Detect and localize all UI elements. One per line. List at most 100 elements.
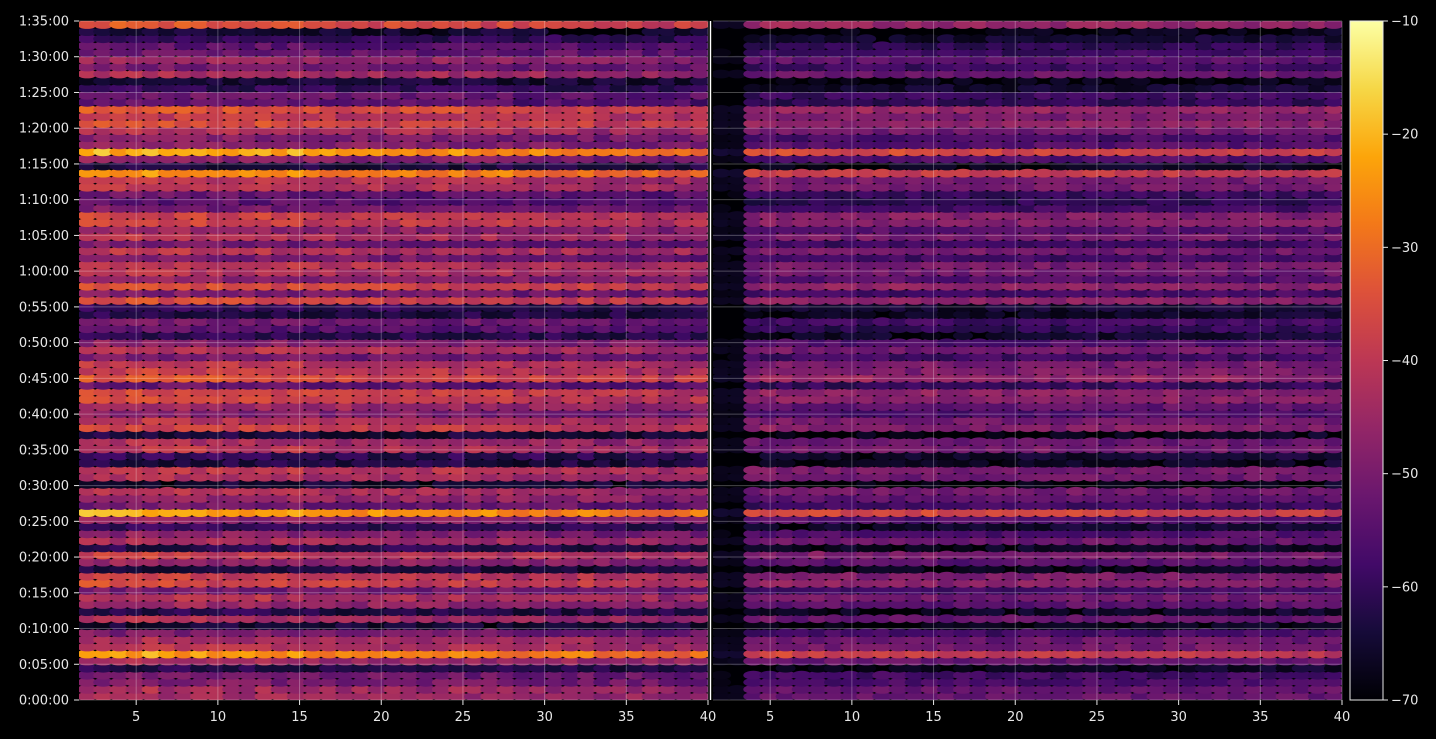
heatmap-cell — [872, 494, 893, 503]
heatmap-cell — [415, 494, 436, 503]
heatmap-cell — [319, 536, 339, 546]
heatmap-cell — [480, 649, 501, 659]
heatmap-cell — [383, 529, 404, 539]
heatmap-cell — [206, 479, 227, 489]
heatmap-cell — [657, 232, 678, 242]
heatmap-cell — [544, 649, 565, 659]
heatmap-cell — [480, 260, 501, 270]
heatmap-cell — [93, 564, 114, 574]
heatmap-cell — [141, 246, 162, 256]
heatmap-cell — [109, 423, 130, 433]
heatmap-cell — [254, 621, 275, 631]
heatmap-cell — [302, 189, 323, 199]
heatmap-cell — [969, 685, 990, 694]
heatmap-cell — [496, 677, 517, 687]
heatmap-cell — [641, 76, 662, 86]
heatmap-cell — [238, 663, 259, 673]
heatmap-cell — [157, 69, 178, 79]
heatmap-cell — [625, 508, 646, 517]
heatmap-cell — [431, 586, 452, 595]
heatmap-cell — [759, 571, 780, 581]
heatmap-cell — [641, 522, 662, 532]
heatmap-cell — [713, 508, 732, 517]
heatmap-cell — [528, 501, 549, 510]
heatmap-cell — [383, 692, 404, 700]
heatmap-cell — [125, 204, 146, 213]
heatmap-cell — [1001, 494, 1022, 503]
heatmap-cell — [79, 34, 98, 44]
heatmap-cell — [79, 628, 98, 638]
heatmap-cell — [335, 380, 356, 390]
heatmap-cell — [1082, 458, 1102, 468]
heatmap-cell — [775, 557, 796, 567]
heatmap-cell — [93, 267, 114, 277]
heatmap-cell — [157, 140, 178, 150]
heatmap-cell — [512, 281, 533, 291]
heatmap-cell — [464, 635, 485, 645]
heatmap-cell — [383, 557, 404, 567]
heatmap-cell — [496, 41, 517, 51]
heatmap-cell — [544, 628, 565, 638]
heatmap-cell — [399, 635, 420, 645]
heatmap-cell — [448, 126, 468, 135]
heatmap-cell — [206, 105, 227, 114]
heatmap-cell — [383, 267, 404, 277]
heatmap-cell — [415, 557, 436, 567]
heatmap-cell — [190, 529, 210, 539]
heatmap-cell — [1259, 486, 1280, 496]
heatmap-cell — [985, 621, 1006, 631]
heatmap-cell — [431, 175, 452, 185]
heatmap-cell — [190, 324, 210, 334]
heatmap-cell — [431, 359, 452, 369]
heatmap-cell — [641, 607, 662, 616]
heatmap-cell — [807, 522, 828, 532]
heatmap-cell — [319, 621, 339, 631]
heatmap-cell — [625, 614, 646, 624]
heatmap-cell — [351, 444, 372, 454]
heatmap-cell — [689, 522, 708, 532]
heatmap-cell — [431, 451, 452, 461]
heatmap-cell — [222, 663, 243, 673]
heatmap-cell — [496, 267, 517, 277]
heatmap-cell — [141, 663, 162, 673]
heatmap-cell — [464, 586, 485, 595]
heatmap-cell — [824, 472, 844, 482]
heatmap-cell — [109, 359, 130, 369]
heatmap-cell — [743, 628, 764, 638]
heatmap-cell — [157, 593, 178, 602]
heatmap-cell — [367, 557, 388, 567]
heatmap-cell — [480, 112, 501, 121]
heatmap-cell — [673, 310, 694, 319]
heatmap-cell — [759, 458, 780, 468]
heatmap-cell — [464, 310, 485, 319]
heatmap-cell — [593, 260, 614, 270]
heatmap-cell — [464, 621, 485, 631]
heatmap-cell — [625, 494, 646, 503]
heatmap-cell — [609, 246, 630, 256]
heatmap-cell — [609, 253, 630, 263]
heatmap-cell — [1146, 656, 1167, 666]
heatmap-cell — [270, 345, 291, 355]
heatmap-cell — [383, 628, 404, 638]
heatmap-cell — [431, 663, 452, 673]
heatmap-cell — [480, 607, 501, 616]
heatmap-cell — [367, 543, 388, 553]
heatmap-cell — [791, 486, 812, 496]
heatmap-cell — [448, 494, 468, 503]
heatmap-cell — [286, 564, 307, 574]
heatmap-cell — [464, 62, 485, 72]
heatmap-cell — [109, 430, 130, 440]
heatmap-cell — [415, 331, 436, 341]
heatmap-cell — [713, 677, 732, 687]
heatmap-cell — [969, 649, 990, 659]
heatmap-cell — [1243, 614, 1264, 624]
heatmap-cell — [302, 310, 323, 319]
heatmap-cell — [1162, 501, 1183, 510]
heatmap-cell — [544, 416, 565, 425]
heatmap-cell — [512, 437, 533, 447]
heatmap-cell — [1275, 494, 1296, 503]
heatmap-cell — [480, 253, 501, 263]
heatmap-cell — [512, 105, 533, 114]
heatmap-cell — [125, 352, 146, 362]
heatmap-cell — [1162, 692, 1183, 700]
